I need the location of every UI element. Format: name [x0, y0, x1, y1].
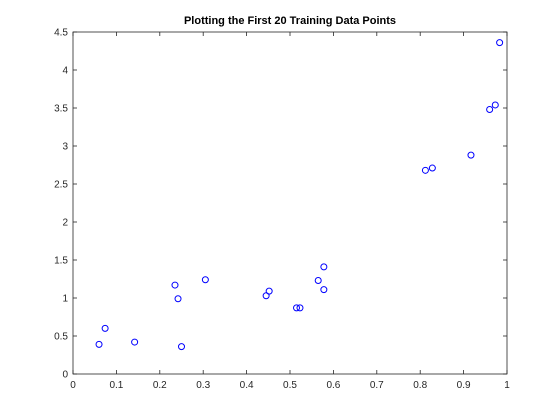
data-point-marker: [421, 166, 429, 174]
data-point-marker: [171, 281, 179, 289]
x-tick-label: 0.6: [326, 380, 340, 391]
data-point-marker: [491, 101, 499, 109]
x-tick-label: 1: [504, 380, 510, 391]
data-point-marker: [320, 263, 328, 271]
y-tick-label: 4.5: [54, 28, 68, 39]
data-point-marker: [320, 286, 328, 294]
data-point-marker: [131, 338, 139, 346]
y-tick-label: 3: [62, 142, 68, 153]
data-point-marker: [101, 324, 109, 332]
y-tick-label: 2: [62, 218, 68, 229]
data-point-marker: [314, 277, 322, 285]
chart-title: Plotting the First 20 Training Data Poin…: [184, 15, 396, 27]
x-tick-label: 0.7: [370, 380, 384, 391]
x-tick-label: 0.9: [457, 380, 471, 391]
data-points: [95, 39, 504, 351]
axis-ticks: 0 0.1 0.2 0.3 0.4 0.5 0.6 0.7 0.8 0.9 1 0 0.5 1 1.5 2 2.…: [54, 28, 510, 392]
data-point-marker: [265, 287, 273, 295]
data-point-marker: [95, 340, 103, 348]
y-tick-label: 1.5: [54, 256, 68, 267]
x-tick-label: 0: [70, 380, 76, 391]
data-point-marker: [178, 343, 185, 351]
axes-box: [72, 31, 508, 375]
data-point-marker: [467, 151, 475, 159]
x-tick-label: 0.4: [240, 380, 254, 391]
data-point-marker: [296, 304, 304, 312]
x-tick-label: 0.3: [196, 380, 210, 391]
y-tick-label: 2.5: [54, 180, 68, 191]
x-tick-label: 0.5: [283, 380, 297, 391]
y-tick-label: 1: [62, 294, 68, 305]
data-point-marker: [496, 39, 504, 47]
data-point-marker: [428, 164, 436, 172]
y-tick-label: 3.5: [54, 104, 68, 115]
y-tick-label: 4: [62, 66, 68, 77]
data-point-marker: [174, 295, 182, 303]
data-point-marker: [486, 106, 494, 114]
y-tick-label: 0.5: [54, 332, 68, 343]
y-tick-label: 0: [62, 370, 68, 381]
data-point-marker: [201, 276, 209, 284]
x-tick-label: 0.1: [109, 380, 123, 391]
x-tick-label: 0.2: [153, 380, 167, 391]
data-point-marker: [293, 304, 301, 312]
x-tick-label: 0.8: [413, 380, 427, 391]
